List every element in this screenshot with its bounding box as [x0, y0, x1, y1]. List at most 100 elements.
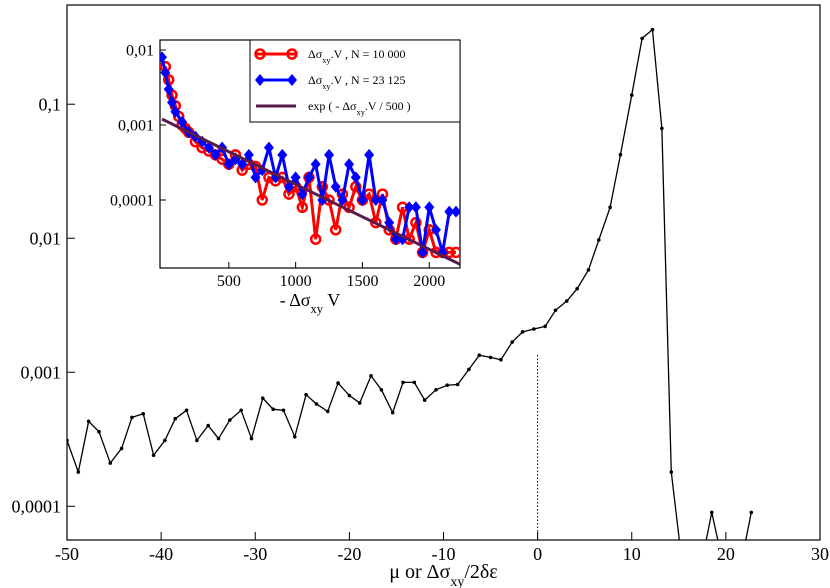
point — [271, 407, 275, 411]
point — [412, 380, 417, 385]
legend-marker — [287, 74, 297, 86]
point — [450, 205, 460, 218]
point — [404, 201, 415, 214]
point — [384, 216, 395, 229]
text-part: exp ( - Δσ — [308, 99, 357, 113]
point — [499, 357, 503, 362]
point — [336, 381, 340, 385]
point — [377, 194, 388, 207]
y-tick-label: 0,0001 — [110, 193, 154, 210]
point — [97, 429, 101, 434]
point — [325, 409, 330, 414]
x-tick-label: -10 — [432, 544, 456, 564]
point — [450, 246, 460, 259]
point — [292, 434, 297, 439]
point — [347, 393, 352, 398]
text-part: xy — [450, 575, 464, 588]
point — [170, 105, 181, 118]
point — [369, 374, 373, 378]
point — [309, 233, 322, 245]
y-tick-label: 0,01 — [126, 43, 154, 60]
legend-marker — [286, 48, 298, 60]
point — [510, 340, 515, 344]
point — [296, 201, 309, 214]
point — [629, 93, 634, 97]
text-part: /2δε — [464, 561, 497, 583]
point — [337, 194, 348, 207]
point — [410, 216, 422, 229]
point — [256, 194, 268, 206]
point — [608, 205, 612, 210]
x-tick-label: -20 — [337, 544, 361, 564]
point — [444, 205, 455, 218]
x-tick-label: 30 — [811, 544, 829, 564]
legend-marker — [254, 48, 266, 60]
point — [740, 558, 744, 562]
x-tick-label: -40 — [149, 544, 173, 564]
y-tick-label: 0,001 — [118, 118, 154, 135]
point — [210, 148, 221, 161]
point — [160, 51, 168, 64]
text-part: xy — [357, 108, 366, 117]
point — [250, 171, 261, 184]
x-tick-label: 2000 — [413, 273, 445, 290]
point — [467, 367, 471, 372]
point — [243, 148, 254, 161]
x-tick-label: 1000 — [280, 273, 312, 290]
point — [618, 152, 623, 157]
x-tick-label: -30 — [243, 544, 267, 564]
point — [422, 398, 427, 402]
point — [520, 330, 525, 334]
y-tick-label: 0,01 — [30, 229, 62, 249]
point — [455, 382, 460, 387]
point — [329, 224, 342, 236]
point — [477, 353, 482, 358]
point — [206, 423, 210, 428]
point — [303, 171, 314, 184]
point — [310, 158, 321, 171]
legend-label: exp ( - Δσxy.V / 500 ) — [308, 99, 411, 117]
point — [390, 410, 395, 415]
point — [108, 461, 113, 465]
point — [370, 194, 381, 207]
text-part: .V , N = 23 125 — [331, 73, 406, 87]
point — [151, 453, 156, 458]
y-tick-label: 0,001 — [21, 363, 62, 383]
point — [364, 148, 375, 161]
point — [565, 299, 569, 303]
point — [290, 171, 301, 184]
point — [543, 324, 547, 329]
point — [304, 392, 308, 397]
point — [532, 327, 536, 331]
point — [344, 158, 355, 171]
x-tick-label: 20 — [717, 544, 735, 564]
point — [379, 387, 384, 392]
point — [297, 188, 308, 201]
point — [216, 436, 221, 441]
point — [640, 36, 644, 41]
legend-label: Δσxy.V , N = 23 125 — [308, 73, 405, 91]
point — [434, 387, 438, 392]
x-tick-label: 1500 — [346, 273, 378, 290]
point — [410, 201, 421, 214]
point — [76, 470, 81, 474]
x-tick-label: -50 — [55, 544, 79, 564]
point — [488, 355, 493, 360]
point — [401, 380, 405, 385]
point — [184, 408, 189, 413]
point — [119, 446, 124, 451]
x-axis-label: - Δσxy V — [280, 290, 341, 316]
y-tick-label: 0,0001 — [12, 497, 62, 517]
point — [701, 558, 705, 562]
point — [173, 416, 178, 421]
point — [669, 470, 674, 474]
point — [314, 402, 319, 406]
point — [167, 96, 178, 109]
x-tick-label: 0 — [533, 544, 542, 564]
point — [67, 438, 69, 443]
text-part: Δσ — [308, 73, 323, 87]
legend-marker — [255, 74, 265, 86]
point — [281, 408, 286, 413]
text-part: xy — [322, 56, 331, 65]
